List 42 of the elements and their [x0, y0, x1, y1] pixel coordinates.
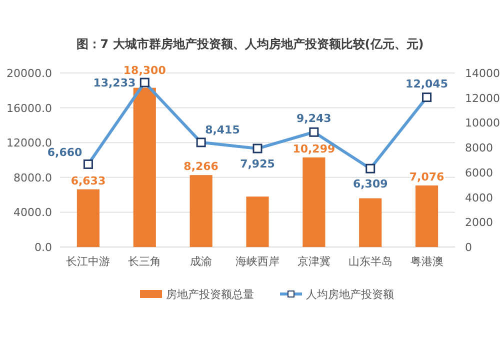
legend-label: 房地产投资额总量	[166, 288, 254, 301]
data-label: 10,299	[292, 142, 336, 156]
data-label: 8,415	[205, 123, 240, 136]
data-label: 8,266	[184, 160, 219, 174]
y2-tick-label: 2000	[465, 216, 493, 230]
data-label: 13,233	[93, 76, 136, 90]
y2-tick-label: 12000	[465, 92, 500, 105]
data-label: 7,076	[409, 170, 445, 184]
x-tick-label: 成渝	[190, 255, 212, 268]
y2-tick-label: 6000	[465, 166, 493, 180]
data-label: 12,045	[406, 77, 448, 90]
y2-tick-label: 10000	[465, 116, 500, 130]
data-label: 6,309	[352, 178, 388, 191]
bar	[76, 189, 100, 247]
data-label: 7,925	[240, 158, 275, 171]
bar	[359, 198, 382, 247]
data-label: 9,243	[296, 112, 332, 126]
y2-tick-label: 4000	[465, 191, 493, 204]
x-tick-label: 海峡西岸	[236, 255, 280, 268]
legend-label: 人均房地产投资额	[306, 288, 394, 301]
bar	[133, 88, 156, 247]
x-tick-label: 粤港澳	[410, 255, 444, 268]
y-tick-label: 8000.0	[14, 171, 52, 184]
data-label: 6,660	[47, 146, 83, 160]
x-tick-label: 山东半岛	[348, 255, 392, 268]
y2-tick-label: 14000	[465, 67, 500, 80]
y-tick-label: 20000.0	[6, 67, 52, 80]
y2-tick-label: 8000	[465, 142, 493, 155]
bar	[302, 157, 326, 247]
bar	[416, 185, 438, 247]
y-tick-label: 0.0	[34, 241, 52, 254]
x-tick-label: 长江中游	[66, 255, 110, 268]
data-label: 6,633	[70, 174, 106, 188]
y-tick-label: 16000.0	[6, 102, 52, 115]
bar	[190, 175, 212, 247]
data-label: 18,300	[123, 64, 166, 77]
y-tick-label: 4000.0	[14, 206, 52, 220]
x-tick-label: 长三角	[128, 255, 162, 268]
x-tick-label: 京津冀	[297, 255, 330, 268]
chart-title: 图：7 大城市群房地产投资额、人均房地产投资额比较(亿元、元)	[76, 37, 424, 51]
y2-tick-label: 0	[465, 241, 472, 254]
bar	[246, 196, 269, 247]
